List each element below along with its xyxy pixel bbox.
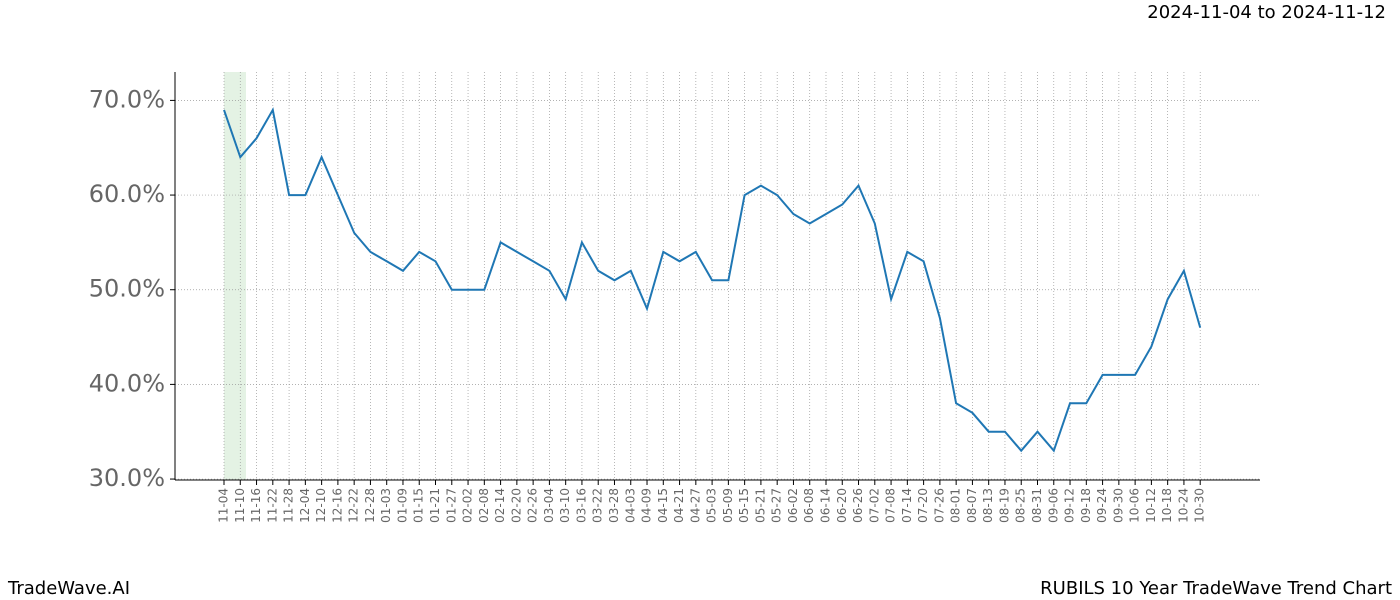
x-tick-label: 03-04 — [542, 488, 556, 523]
x-tick-label: 01-15 — [412, 488, 426, 523]
x-tick-label: 01-09 — [395, 488, 409, 523]
x-tick-label: 10-30 — [1193, 488, 1207, 523]
x-tick-label: 07-08 — [884, 488, 898, 523]
x-tick-label: 03-22 — [591, 488, 605, 523]
x-tick-label: 12-10 — [314, 488, 328, 523]
x-tick-label: 05-27 — [770, 488, 784, 523]
x-tick-label: 08-01 — [949, 488, 963, 523]
chart-caption: RUBILS 10 Year TradeWave Trend Chart — [1040, 578, 1392, 599]
x-tick-label: 01-21 — [428, 488, 442, 523]
x-tick-label: 09-06 — [1046, 488, 1060, 523]
x-tick-label: 12-16 — [330, 488, 344, 523]
x-tick-label: 02-02 — [461, 488, 475, 523]
x-tick-label: 11-10 — [233, 488, 247, 523]
x-tick-label: 09-30 — [1111, 488, 1125, 523]
x-tick-label: 11-04 — [217, 488, 231, 523]
x-tick-label: 05-09 — [721, 488, 735, 523]
x-tick-label: 05-21 — [753, 488, 767, 523]
x-tick-label: 03-28 — [607, 488, 621, 523]
x-tick-label: 03-16 — [574, 488, 588, 523]
x-tick-label: 07-20 — [916, 488, 930, 523]
x-tick-label: 04-03 — [623, 488, 637, 523]
x-tick-label: 08-25 — [1014, 488, 1028, 523]
x-tick-label: 02-08 — [477, 488, 491, 523]
x-tick-label: 02-26 — [526, 488, 540, 523]
x-tick-label: 11-22 — [265, 488, 279, 523]
x-tick-label: 10-12 — [1144, 488, 1158, 523]
x-tick-label: 04-27 — [688, 488, 702, 523]
x-tick-label: 05-03 — [705, 488, 719, 523]
x-tick-label: 04-15 — [656, 488, 670, 523]
x-tick-label: 07-14 — [900, 488, 914, 523]
x-tick-label: 11-16 — [249, 488, 263, 523]
x-tick-label: 04-21 — [672, 488, 686, 523]
x-tick-label: 06-20 — [835, 488, 849, 523]
x-tick-label: 05-15 — [737, 488, 751, 523]
x-tick-label: 10-18 — [1160, 488, 1174, 523]
x-tick-label: 09-12 — [1063, 488, 1077, 523]
x-tick-label: 04-09 — [640, 488, 654, 523]
x-tick-label: 08-19 — [997, 488, 1011, 523]
x-tick-label: 06-14 — [818, 488, 832, 523]
y-tick-label: 40.0% — [89, 369, 165, 397]
x-tick-label: 06-02 — [786, 488, 800, 523]
x-tick-label: 08-13 — [981, 488, 995, 523]
x-tick-label: 12-04 — [298, 488, 312, 523]
x-tick-label: 02-20 — [509, 488, 523, 523]
x-tick-label: 12-22 — [347, 488, 361, 523]
x-tick-label: 10-24 — [1176, 488, 1190, 523]
x-tick-label: 09-18 — [1079, 488, 1093, 523]
x-tick-label: 09-24 — [1095, 488, 1109, 523]
highlight-band — [224, 72, 246, 480]
date-range: 2024-11-04 to 2024-11-12 — [1147, 2, 1386, 23]
y-tick-label: 50.0% — [89, 275, 165, 303]
x-tick-label: 01-27 — [444, 488, 458, 523]
x-tick-label: 08-07 — [965, 488, 979, 523]
y-tick-label: 30.0% — [89, 464, 165, 492]
x-tick-label: 01-03 — [379, 488, 393, 523]
x-tick-label: 07-26 — [932, 488, 946, 523]
x-tick-label: 12-28 — [363, 488, 377, 523]
brand: TradeWave.AI — [7, 578, 130, 599]
y-tick-label: 70.0% — [89, 85, 165, 113]
x-tick-label: 06-08 — [802, 488, 816, 523]
x-tick-label: 10-06 — [1128, 488, 1142, 523]
x-tick-label: 07-02 — [867, 488, 881, 523]
x-tick-label: 02-14 — [493, 488, 507, 523]
x-tick-label: 08-31 — [1030, 488, 1044, 523]
trend-line — [223, 107, 1202, 453]
x-tick-label: 06-26 — [851, 488, 865, 523]
y-tick-label: 60.0% — [89, 180, 165, 208]
x-tick-label: 03-10 — [558, 488, 572, 523]
x-tick-label: 11-28 — [282, 488, 296, 523]
